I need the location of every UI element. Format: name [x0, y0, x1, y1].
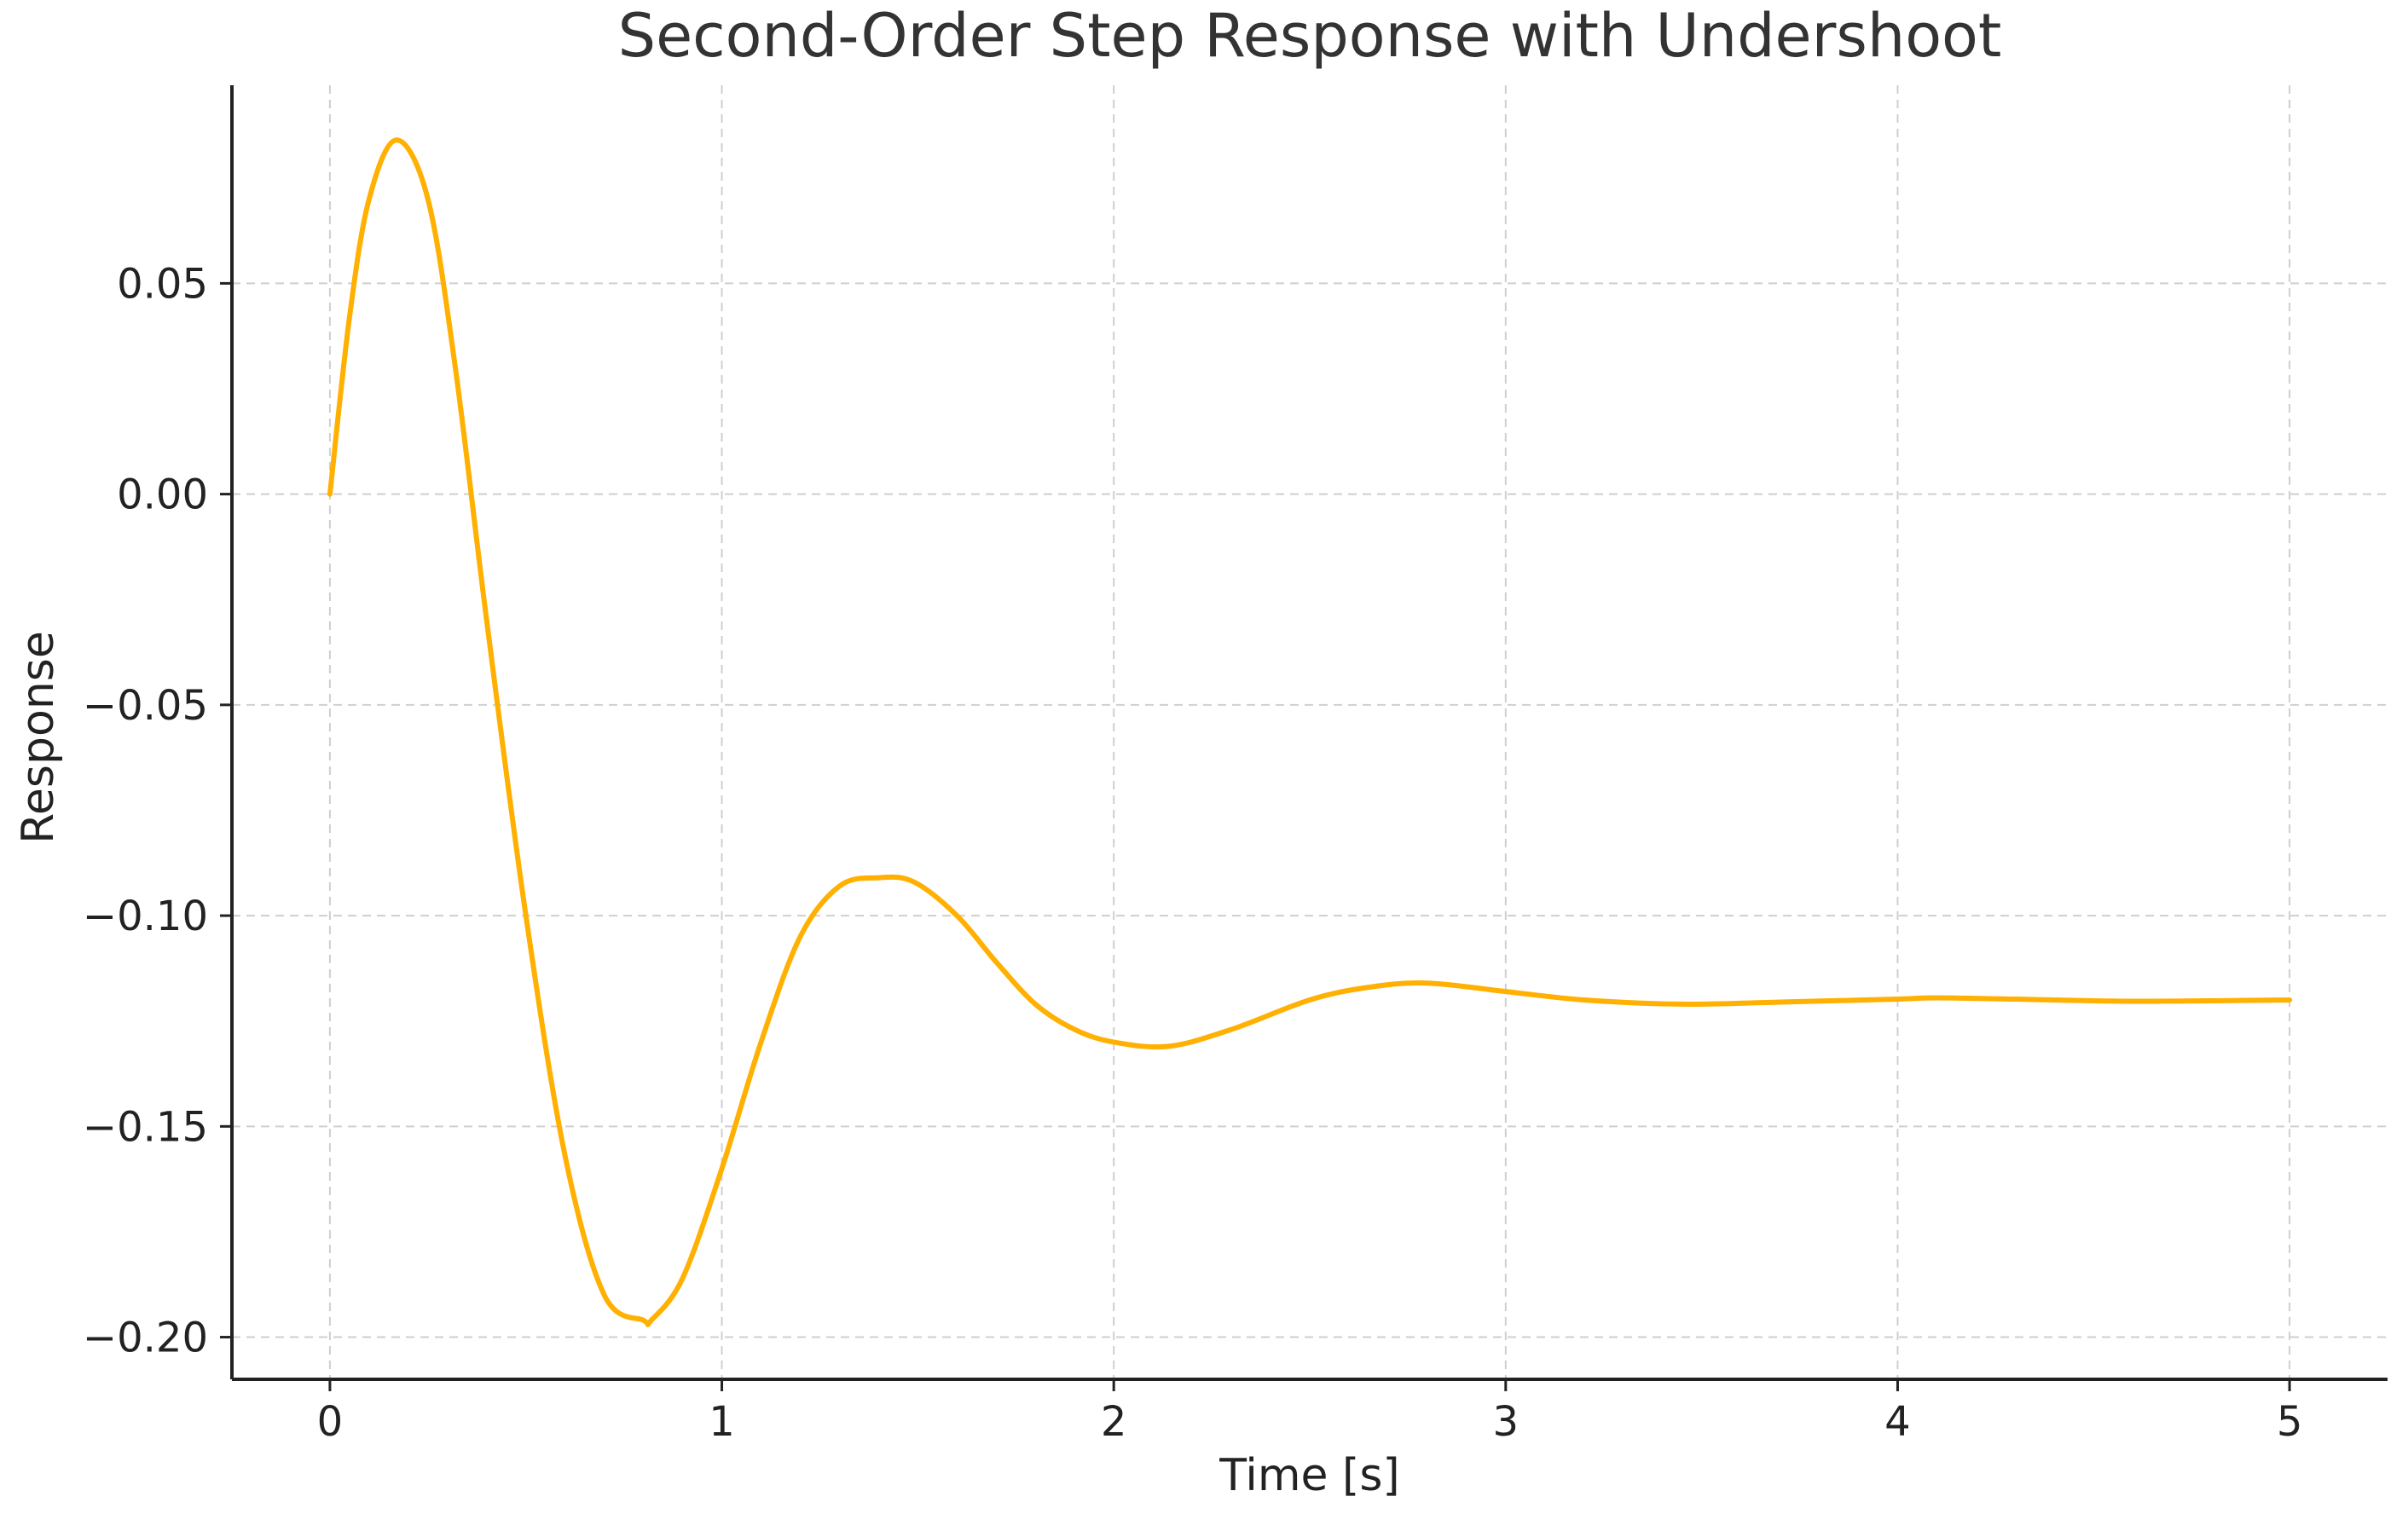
y-tick-label: −0.05: [83, 682, 208, 730]
x-tick-label: 3: [1493, 1398, 1519, 1446]
y-tick-label: 0.00: [117, 471, 208, 519]
grid: [232, 85, 2388, 1379]
chart-title: Second-Order Step Response with Undersho…: [618, 1, 2002, 71]
x-tick-label: 5: [2277, 1398, 2303, 1446]
y-tick-label: 0.05: [117, 260, 208, 308]
y-tick-label: −0.10: [83, 893, 208, 940]
x-tick-label: 4: [1884, 1398, 1911, 1446]
x-tick-label: 1: [709, 1398, 735, 1446]
y-axis-label: Response: [13, 631, 64, 844]
x-tick-label: 0: [317, 1398, 344, 1446]
x-axis-label: Time [s]: [1218, 1450, 1399, 1501]
series-line: [327, 137, 2293, 1327]
ticks: 0 1 2 3 4 5 0.05 0.00 −0.05 −0.10 −0.15 −0.20: [83, 260, 2302, 1446]
plot-area: [327, 137, 2293, 1327]
y-tick-label: −0.20: [83, 1315, 208, 1362]
y-tick-label: −0.15: [83, 1103, 208, 1151]
x-tick-label: 2: [1101, 1398, 1127, 1446]
